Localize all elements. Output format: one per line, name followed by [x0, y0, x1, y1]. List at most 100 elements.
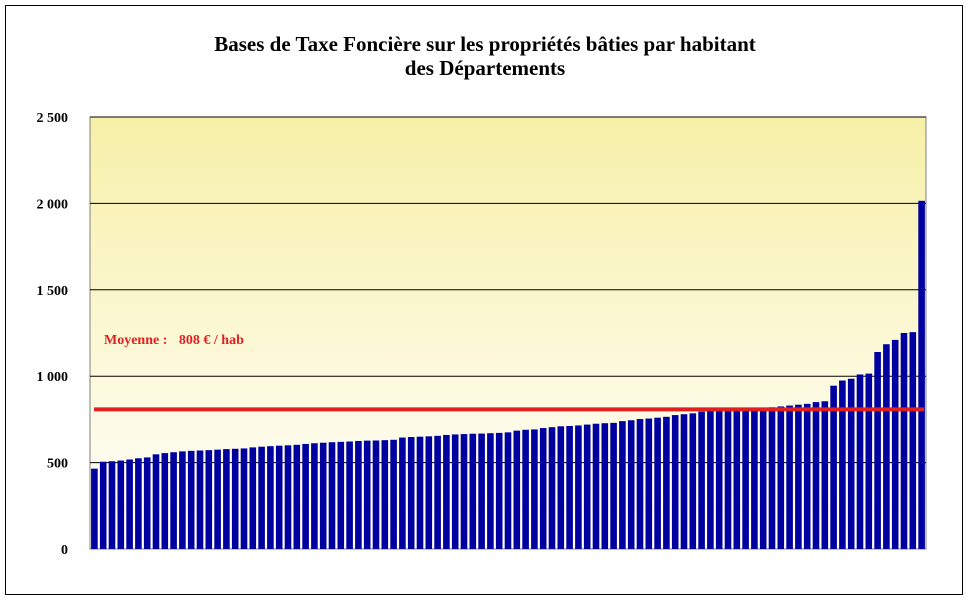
bar — [583, 424, 591, 549]
bar — [187, 450, 195, 549]
bar — [733, 409, 741, 549]
bar — [663, 416, 670, 549]
bar — [883, 344, 890, 549]
bar — [152, 454, 160, 549]
bar — [575, 425, 582, 549]
bar — [707, 410, 714, 549]
bar — [821, 401, 829, 549]
bar — [795, 404, 802, 549]
average-label: Moyenne : 808 € / hab — [104, 333, 244, 348]
bar — [539, 428, 547, 549]
bar — [478, 433, 485, 549]
bar — [346, 441, 353, 549]
bar — [619, 421, 626, 549]
y-tick-label: 0 — [61, 543, 68, 558]
bar — [548, 427, 556, 549]
bar — [522, 429, 529, 549]
bar — [363, 440, 371, 549]
y-tick-label: 2 000 — [37, 197, 69, 212]
bar — [267, 446, 274, 549]
y-tick-label: 500 — [47, 457, 68, 472]
bar — [355, 441, 362, 549]
bar — [627, 420, 635, 549]
bar — [434, 435, 441, 549]
bar — [407, 437, 415, 549]
bar — [223, 449, 230, 549]
bar — [830, 385, 837, 549]
bar — [390, 439, 397, 549]
bar — [777, 406, 785, 549]
bar — [768, 407, 776, 549]
bar — [495, 432, 503, 549]
bar — [214, 449, 221, 549]
bar — [91, 468, 98, 549]
bar — [460, 434, 468, 549]
bar — [636, 419, 644, 549]
bar — [249, 447, 257, 549]
bar — [231, 448, 239, 549]
bar — [865, 373, 873, 549]
bar — [108, 461, 116, 549]
bar — [319, 442, 327, 549]
bar — [601, 423, 609, 549]
bar — [759, 408, 767, 549]
bar — [847, 378, 855, 549]
bar — [311, 443, 318, 549]
bar — [557, 426, 565, 549]
bar — [240, 448, 248, 549]
bar — [381, 440, 389, 549]
bar — [284, 445, 292, 549]
bar — [742, 409, 749, 549]
bar — [275, 445, 283, 549]
bar — [293, 444, 301, 549]
bar — [337, 441, 345, 549]
bar — [425, 436, 433, 549]
bar — [671, 415, 679, 549]
chart-title: Bases de Taxe Foncière sur les propriété… — [0, 32, 970, 80]
bar — [874, 352, 881, 549]
bar — [803, 403, 811, 549]
bar — [698, 411, 705, 549]
y-tick-label: 1 500 — [37, 284, 69, 299]
bar — [645, 418, 653, 549]
average-value-text: 808 € / hab — [179, 333, 244, 348]
bar — [170, 452, 177, 549]
bars — [91, 200, 925, 549]
bar — [99, 461, 107, 549]
bar — [689, 413, 697, 549]
bar — [751, 408, 758, 549]
bar — [504, 432, 512, 549]
bar — [161, 453, 169, 549]
bar — [680, 414, 688, 549]
bar — [372, 440, 380, 549]
y-tick-label: 1 000 — [37, 370, 69, 385]
bar — [126, 459, 133, 549]
bar — [143, 457, 151, 549]
bar — [451, 434, 459, 549]
bar — [856, 374, 864, 549]
bar — [513, 430, 521, 549]
chart-title-line1: Bases de Taxe Foncière sur les propriété… — [214, 32, 756, 56]
bar — [592, 423, 600, 549]
bar — [531, 429, 538, 549]
bar — [909, 332, 917, 549]
bar — [416, 436, 424, 549]
bar — [302, 443, 309, 549]
bar — [566, 425, 573, 549]
bar — [724, 409, 732, 549]
bar — [812, 402, 820, 549]
bar — [839, 380, 846, 549]
bar — [205, 450, 213, 549]
bar — [258, 446, 265, 549]
bar — [715, 410, 723, 549]
bar — [469, 433, 477, 549]
bar — [654, 417, 661, 549]
bar — [900, 333, 908, 549]
y-axis-ticks: 0 500 1 000 1 500 2 000 2 500 — [37, 111, 69, 558]
bar — [179, 451, 186, 549]
bar — [443, 434, 450, 549]
bar — [487, 433, 494, 549]
bar — [196, 450, 204, 549]
bar — [135, 458, 142, 549]
